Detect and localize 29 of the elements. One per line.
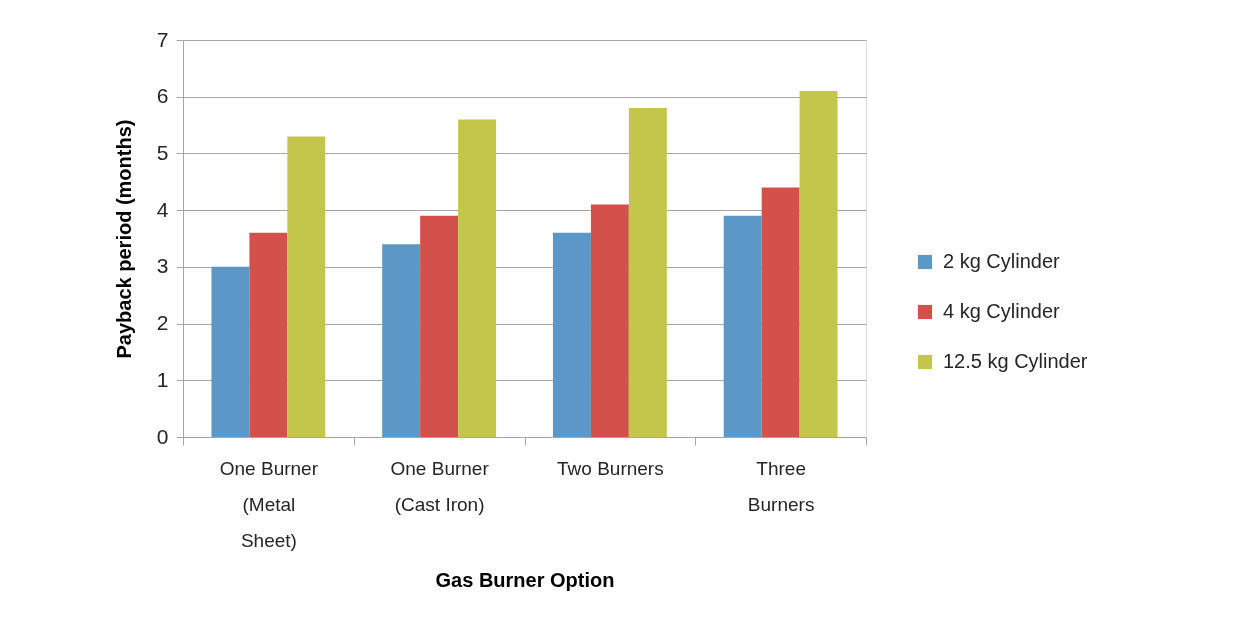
legend-label: 4 kg Cylinder (943, 300, 1061, 322)
bar (552, 232, 591, 437)
y-tick-label: 2 (156, 311, 169, 335)
y-tick-label: 3 (156, 254, 169, 278)
bar (420, 215, 459, 437)
x-tick-label: One Burner (Cast Iron) (390, 457, 490, 515)
x-tick-label: One Burner (Metal Sheet) (219, 457, 319, 551)
x-axis-title: Gas Burner Option (435, 568, 615, 591)
bar (287, 136, 326, 437)
bar (382, 244, 421, 437)
bar (458, 119, 497, 437)
y-tick-label: 4 (156, 197, 169, 221)
y-tick-label: 1 (156, 367, 169, 391)
bar (249, 232, 288, 437)
x-tick-label: Three Burners (747, 457, 815, 515)
bar (628, 108, 667, 437)
y-tick-label: 7 (156, 27, 169, 51)
y-tick-label: 6 (156, 84, 169, 108)
y-tick-label: 5 (156, 140, 169, 164)
legend-label: 12.5 kg Cylinder (943, 350, 1088, 372)
legend-label: 2 kg Cylinder (943, 250, 1061, 272)
y-axis-title: Payback period (months) (112, 119, 135, 359)
bar (761, 187, 800, 437)
bar (723, 215, 762, 437)
y-tick-label: 0 (156, 424, 169, 448)
bar (799, 91, 838, 437)
bar (211, 266, 250, 437)
bar (590, 204, 629, 437)
x-tick-label: Two Burners (557, 457, 664, 479)
